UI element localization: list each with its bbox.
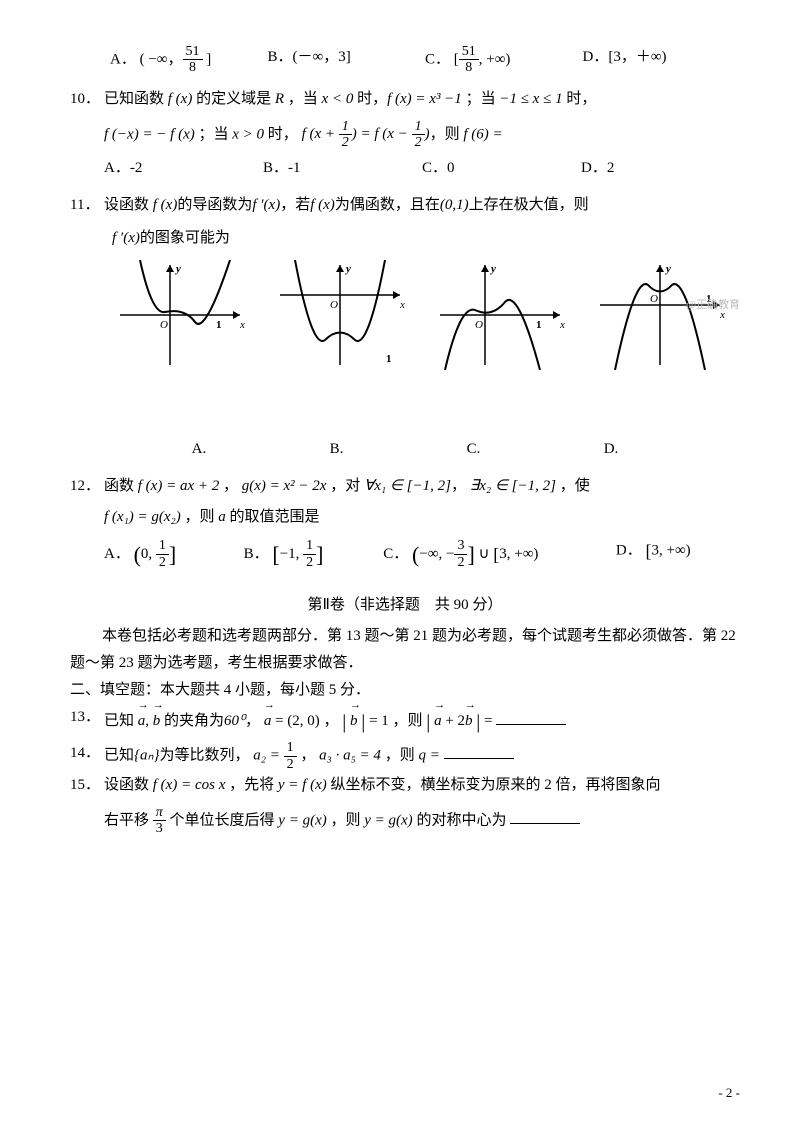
q-number: 15． [70, 772, 104, 837]
q14-body: 已知{aₙ}为等比数列， a₂ = 12 ， a₃ · a₅ = 4 ，则 q … [104, 740, 740, 772]
q11-labels: A. B. C. D. [70, 436, 740, 463]
page-number: - 2 - [718, 1081, 740, 1104]
q-number: 14． [70, 740, 104, 772]
section2-para: 本卷包括必考题和选考题两部分．第 13 题～第 21 题为必考题，每个试题考生都… [70, 623, 740, 677]
svg-text:1: 1 [216, 319, 222, 331]
svg-text:y: y [174, 263, 181, 275]
question-14: 14． 已知{aₙ}为等比数列， a₂ = 12 ， a₃ · a₅ = 4 ，… [70, 740, 740, 772]
q11-line2: f ′(x)的图象可能为 [104, 225, 740, 252]
q12-options: A． (0, 12] B． [−1, 12] C． (−∞, −32] ∪ [3… [104, 535, 740, 575]
q10-opt-d: D．2 [581, 155, 740, 182]
question-10: 10． 已知函数 f (x) 的定义域是 R ，当 x < 0 时，f (x) … [70, 86, 740, 192]
q12-opt-a: A． (0, 12] [104, 535, 244, 575]
q9-opt-a: A． ( −∞，518 ] [110, 44, 268, 76]
question-15: 15． 设函数 f (x) = cos x ，先将 y = f (x) 纵坐标不… [70, 772, 740, 837]
q9-opt-b: B．(－∞，3] [268, 44, 426, 76]
q10-line1: 已知函数 f (x) 的定义域是 R ，当 x < 0 时，f (x) = x³… [104, 86, 740, 113]
svg-text:y: y [489, 263, 496, 275]
q10-opt-b: B．-1 [263, 155, 422, 182]
q15-line1: 设函数 f (x) = cos x ，先将 y = f (x) 纵坐标不变，横坐… [104, 772, 740, 799]
section2-title: 第Ⅱ卷（非选择题 共 90 分） [70, 592, 740, 619]
svg-text:x: x [559, 319, 565, 331]
q9-options: A． ( −∞，518 ] B．(－∞，3] C． [518, +∞) D．[3… [110, 44, 740, 76]
q13-body: 已知 a, b 的夹角为60⁰， a = (2, 0) ， | b | = 1 … [104, 704, 740, 740]
q12-line2: f (x₁) = g(x₂) ，则 a 的取值范围是 [104, 504, 740, 531]
q12-opt-c: C． (−∞, −32] ∪ [3, +∞) [383, 535, 616, 575]
q10-options: A．-2 B．-1 C．0 D．2 [104, 155, 740, 182]
q-number: 12． [70, 473, 104, 585]
q11-label-d: D. [604, 436, 619, 463]
label: C． [425, 51, 450, 67]
q15-blank [510, 809, 580, 824]
q-number: 11． [70, 192, 104, 252]
svg-text:O: O [475, 319, 483, 331]
q13-blank [496, 710, 566, 725]
svg-text:1: 1 [386, 353, 392, 365]
svg-text:y: y [664, 263, 671, 275]
q-number: 13． [70, 704, 104, 740]
label: B．(－∞，3] [268, 49, 351, 65]
q11-graphs: x y O 1 x y O 1 x y O 1 x y O 1 [100, 260, 740, 370]
graph-b: x y O 1 [270, 260, 410, 370]
q15-line2: 右平移 π3 个单位长度后得 y = g(x) ，则 y = g(x) 的对称中… [104, 805, 740, 837]
q11-label-c: C. [467, 436, 481, 463]
svg-text:O: O [650, 293, 658, 305]
svg-text:O: O [160, 319, 168, 331]
svg-text:1: 1 [536, 319, 542, 331]
svg-text:y: y [344, 263, 351, 275]
fill-title: 二、填空题：本大题共 4 小题，每小题 5 分． [70, 677, 740, 704]
q12-line1: 函数 f (x) = ax + 2 ， g(x) = x² − 2x ，对 ∀x… [104, 473, 740, 500]
q11-label-a: A. [192, 436, 207, 463]
q14-blank [444, 744, 514, 759]
question-11: 11． 设函数 f (x)的导函数为f ′(x)，若f (x)为偶函数，且在(0… [70, 192, 740, 252]
q-number: 10． [70, 86, 104, 192]
graph-a: x y O 1 [110, 260, 250, 370]
question-12: 12． 函数 f (x) = ax + 2 ， g(x) = x² − 2x ，… [70, 473, 740, 585]
q10-line2: f (−x) = − f (x) ；当 x > 0 时， f (x + 12) … [104, 119, 740, 151]
q11-line1: 设函数 f (x)的导函数为f ′(x)，若f (x)为偶函数，且在(0,1)上… [104, 192, 740, 219]
q11-label-b: B. [330, 436, 344, 463]
label: A． [110, 51, 136, 67]
svg-text:x: x [399, 299, 405, 311]
q10-opt-c: C．0 [422, 155, 581, 182]
label: D．[3，＋∞) [583, 49, 667, 65]
q10-opt-a: A．-2 [104, 155, 263, 182]
question-13: 13． 已知 a, b 的夹角为60⁰， a = (2, 0) ， | b | … [70, 704, 740, 740]
q12-opt-b: B． [−1, 12] [244, 535, 384, 575]
q9-opt-c: C． [518, +∞) [425, 44, 583, 76]
svg-text:O: O [330, 299, 338, 311]
svg-text:x: x [239, 319, 245, 331]
q12-opt-d: D． [3, +∞) [616, 535, 740, 575]
watermark: @正确教育 [686, 296, 740, 316]
graph-c: x y O 1 [430, 260, 570, 370]
q9-opt-d: D．[3，＋∞) [583, 44, 741, 76]
